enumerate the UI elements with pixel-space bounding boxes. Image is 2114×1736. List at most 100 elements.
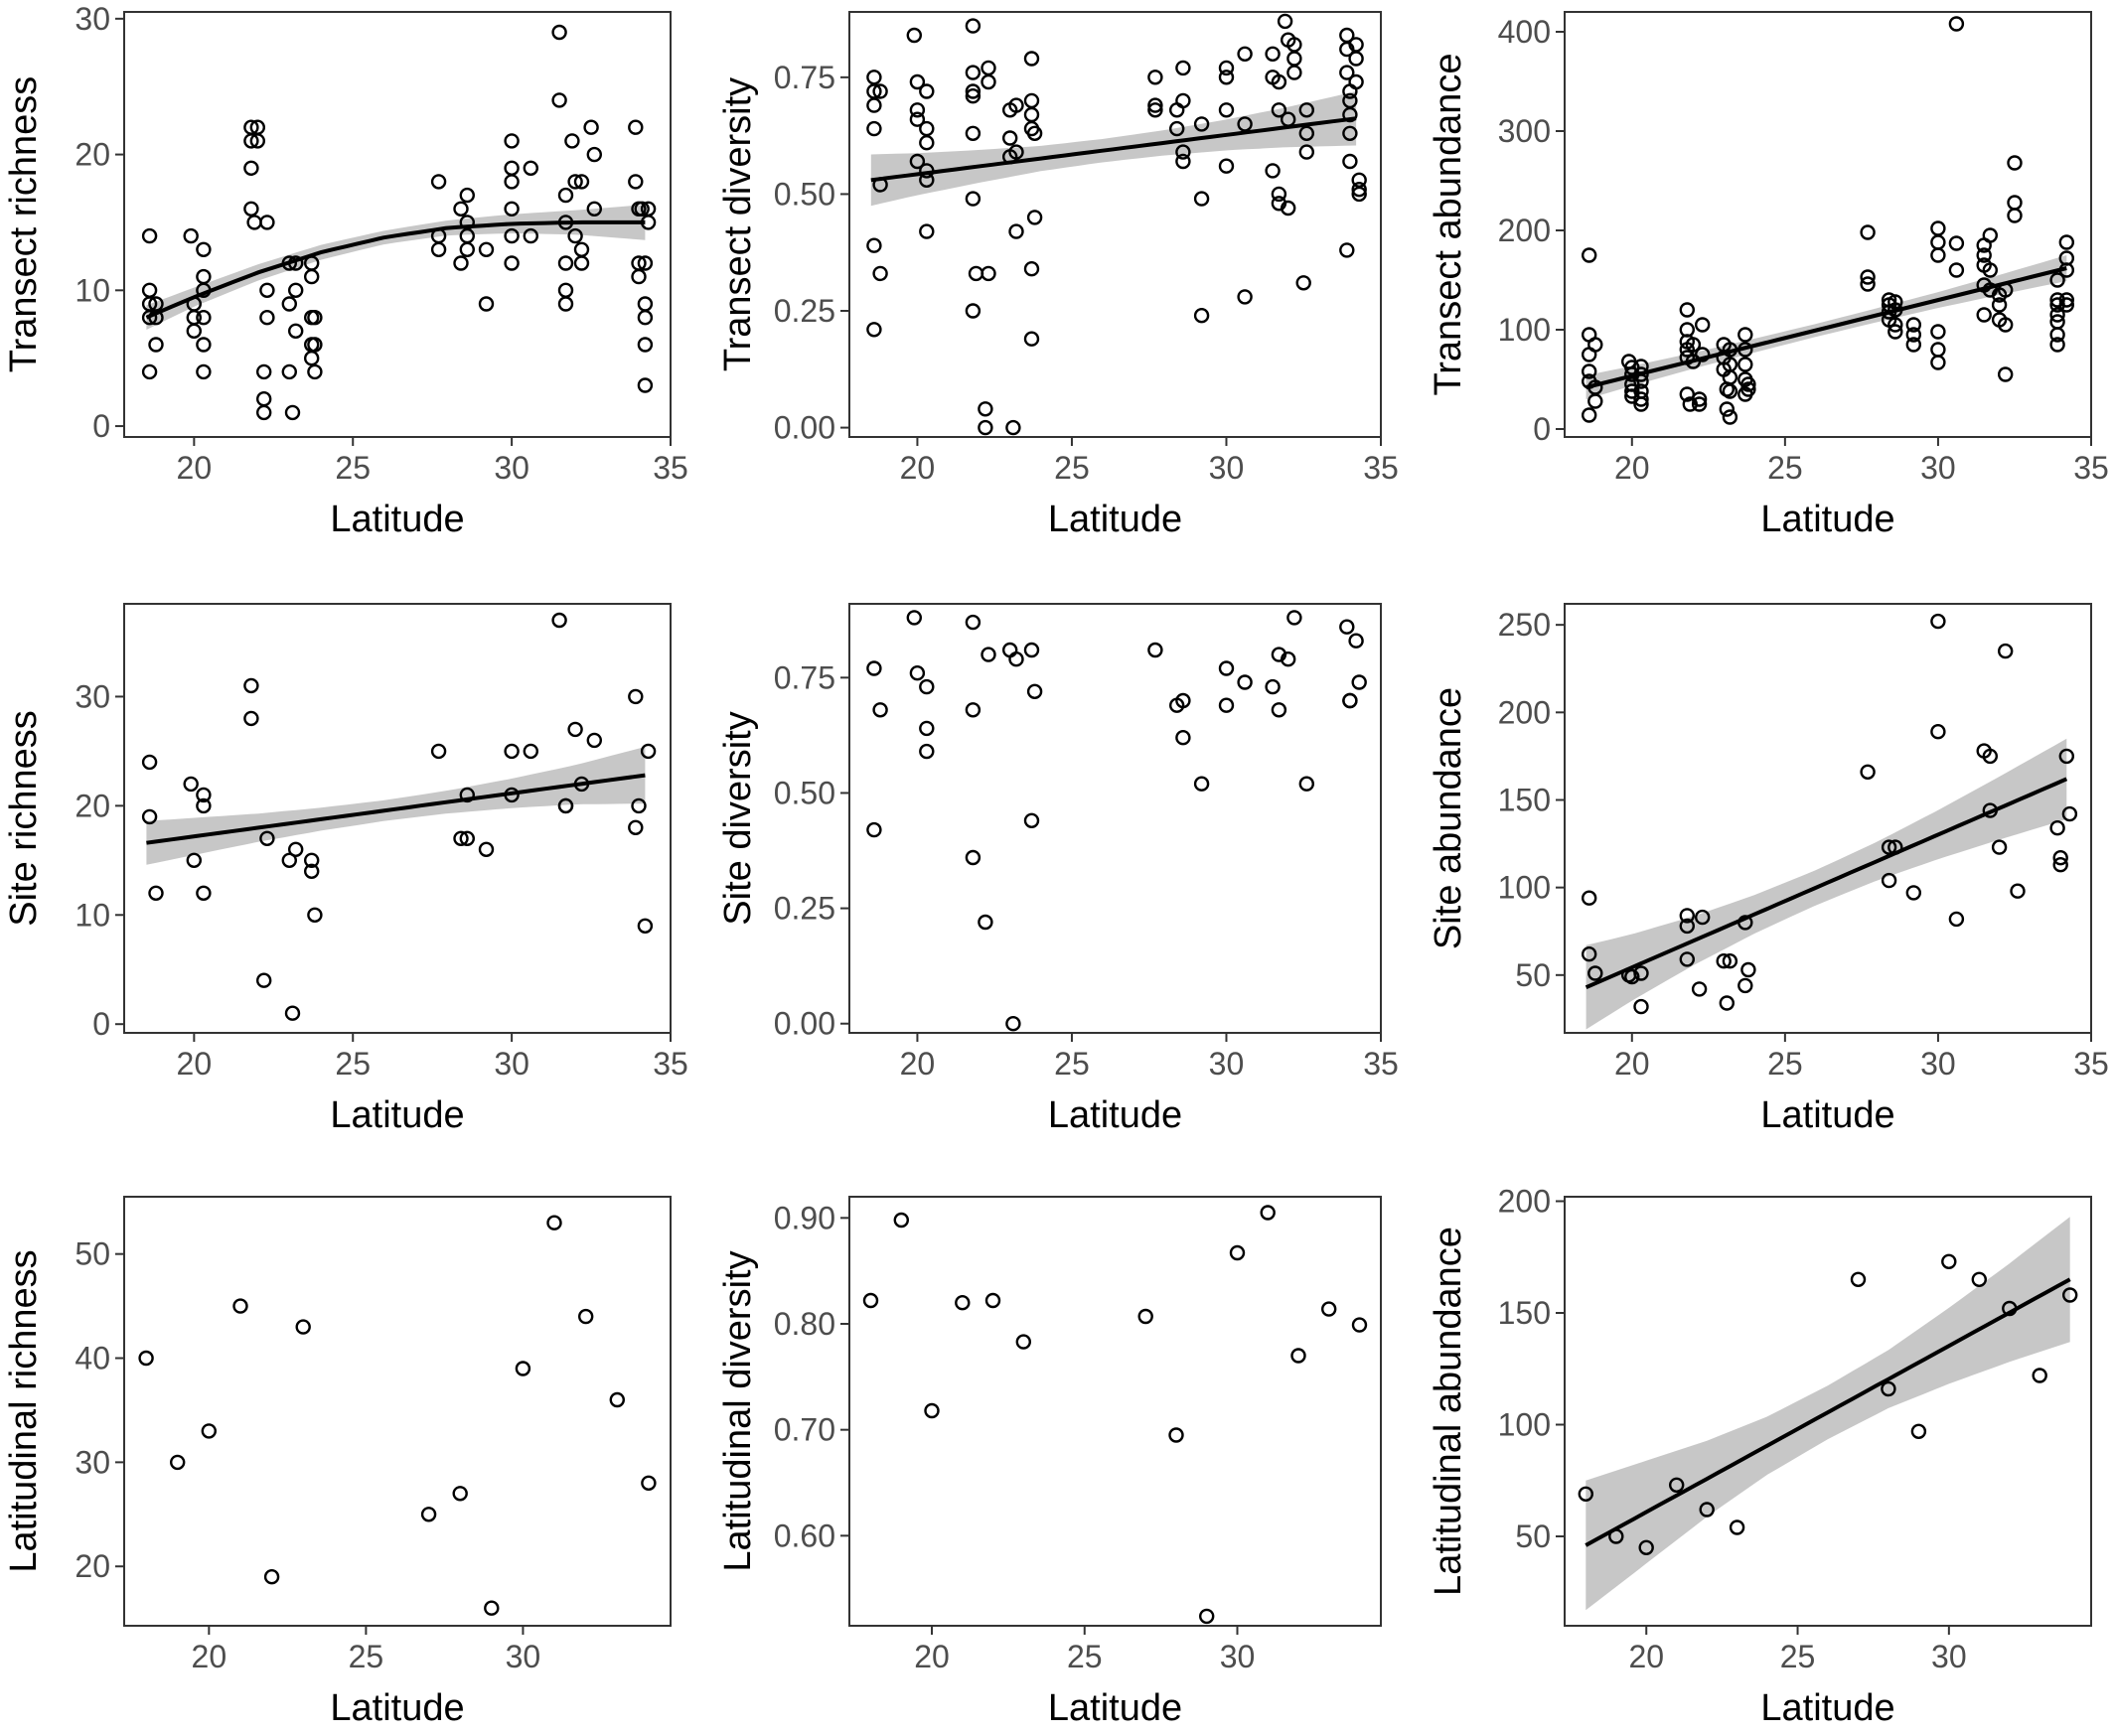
data-point (2007, 155, 2023, 171)
data-point (1342, 125, 1358, 142)
data-point (2061, 1287, 2078, 1303)
y-axis-title: Transect abundance (1428, 53, 1469, 395)
y-tick-label: 0.90 (774, 1200, 835, 1235)
data-point (288, 282, 304, 298)
data-point (243, 160, 259, 177)
data-point (1005, 419, 1021, 436)
data-point (978, 419, 993, 436)
x-tick-label: 25 (1767, 1046, 1803, 1082)
data-point (141, 282, 158, 298)
data-point (1298, 125, 1315, 142)
data-point (1679, 908, 1696, 924)
data-point (1237, 116, 1253, 132)
x-tick-label: 25 (1054, 450, 1090, 486)
data-point (919, 120, 935, 137)
x-tick-label: 30 (494, 1046, 529, 1082)
data-point (1930, 724, 1946, 740)
data-point (1008, 144, 1024, 160)
data-point (1888, 317, 1903, 333)
y-tick-label: 20 (75, 137, 110, 173)
data-point (1002, 642, 1018, 658)
data-point (304, 863, 320, 879)
panel-2: 20 25 30 35 0.00 0.25 0.50 0.75 Latitude Transect… (717, 11, 1399, 540)
data-point (1193, 116, 1210, 132)
panel-9: 20 25 30 50 100 150 200 Latitude Latitudinal abu… (1428, 1184, 2092, 1729)
data-point (640, 215, 657, 230)
panel-8: 20 25 30 0.60 0.70 0.80 0.90 Latitude Latitudina… (717, 1196, 1382, 1729)
data-point (430, 174, 447, 190)
data-point (1722, 342, 1738, 358)
y-axis-title: Latitudinal abundance (1428, 1227, 1469, 1596)
data-point (307, 363, 323, 380)
data-point (909, 665, 926, 681)
data-point (2052, 850, 2068, 866)
data-point (1320, 1301, 1337, 1317)
data-point (1348, 73, 1364, 90)
data-point (1881, 839, 1897, 855)
data-point (1930, 342, 1946, 358)
y-tick-label: 300 (1498, 113, 1551, 149)
data-point (243, 677, 259, 694)
data-point (1860, 224, 1876, 240)
data-point (906, 27, 922, 44)
data-point (573, 241, 590, 258)
data-point (1342, 153, 1358, 170)
data-point (256, 363, 272, 380)
x-tick-label: 35 (2073, 1046, 2109, 1082)
data-point (1286, 51, 1302, 67)
data-point (1298, 102, 1315, 118)
data-point (1722, 409, 1738, 425)
x-tick-label: 30 (1931, 1639, 1967, 1674)
data-point (1976, 247, 1992, 263)
data-point (609, 1391, 625, 1408)
data-point (1147, 97, 1163, 113)
y-tick-label: 50 (1515, 957, 1551, 993)
data-point (1218, 70, 1235, 85)
data-point (866, 120, 882, 137)
data-point (1633, 359, 1649, 374)
data-point (1679, 918, 1696, 935)
data-point (232, 1298, 248, 1314)
y-tick-label: 0.00 (774, 410, 835, 446)
x-tick-label: 30 (1920, 1046, 1956, 1082)
data-point (1587, 337, 1603, 353)
data-point (1691, 391, 1708, 407)
y-tick-label: 0.50 (774, 775, 835, 810)
data-point (1218, 102, 1235, 118)
data-point (186, 323, 203, 339)
data-point (906, 610, 922, 626)
x-tick-label: 25 (1767, 450, 1803, 486)
data-point (866, 821, 882, 838)
data-point (978, 401, 993, 417)
data-point (1295, 275, 1311, 291)
x-tick-label: 20 (1614, 1046, 1650, 1082)
data-point (1342, 692, 1358, 709)
data-point (557, 187, 574, 204)
data-point (504, 787, 520, 803)
data-point (256, 972, 272, 988)
data-point (304, 852, 320, 868)
data-point (578, 1308, 594, 1325)
data-point (965, 614, 982, 631)
data-point (1026, 125, 1043, 142)
data-point (196, 268, 212, 285)
data-point (1237, 674, 1253, 690)
data-point (1971, 1271, 1988, 1288)
data-point (1905, 317, 1922, 333)
data-point (2052, 857, 2068, 873)
x-tick-label: 20 (914, 1639, 950, 1674)
data-point (1910, 1423, 1927, 1440)
data-point (1339, 619, 1355, 635)
y-tick-label: 20 (75, 1548, 110, 1584)
data-point (1023, 261, 1040, 277)
data-point (196, 310, 212, 326)
data-point (263, 1568, 280, 1585)
data-point (1265, 678, 1281, 695)
data-point (919, 743, 935, 760)
data-point (1982, 802, 1999, 818)
data-point (1633, 391, 1649, 407)
data-point (1581, 407, 1597, 423)
x-tick-label: 25 (335, 1046, 371, 1082)
data-point (1638, 1539, 1654, 1556)
data-point (1997, 643, 2014, 659)
